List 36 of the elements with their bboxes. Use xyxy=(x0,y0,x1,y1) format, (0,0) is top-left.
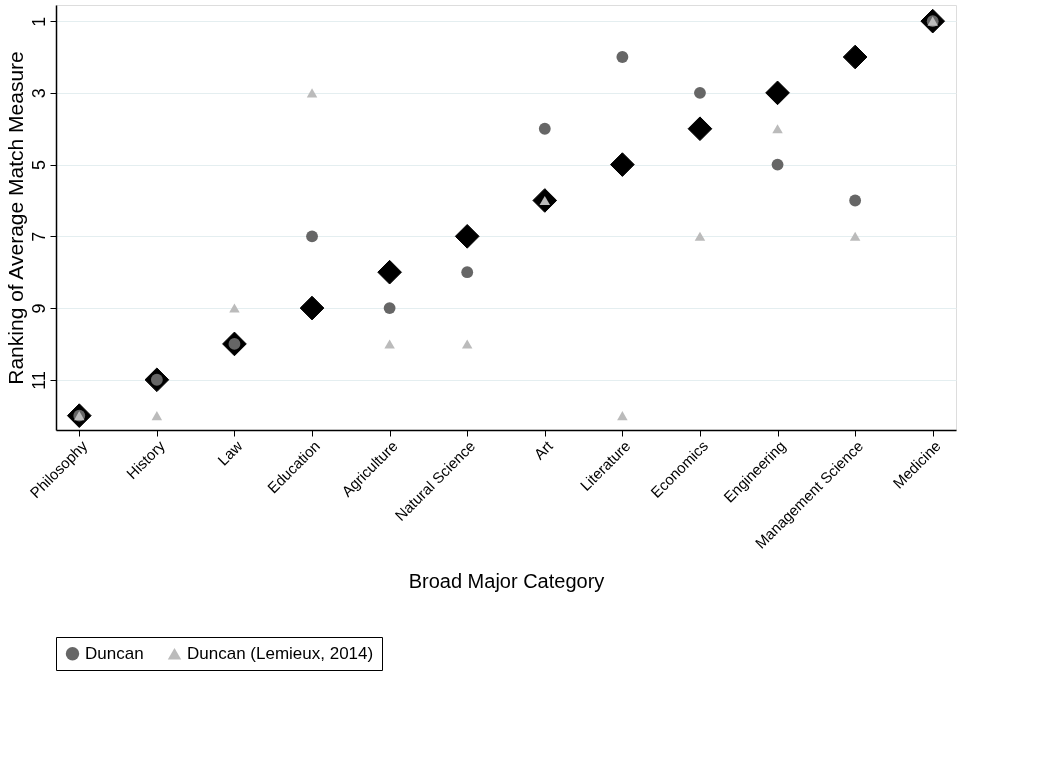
x-tick-label: Law xyxy=(214,436,246,469)
y-tick-label: 5 xyxy=(28,160,49,171)
y-tick-label: 7 xyxy=(28,231,49,242)
legend-label: Duncan (Lemieux, 2014) xyxy=(187,643,374,663)
point xyxy=(306,88,318,98)
point xyxy=(765,80,790,106)
point xyxy=(616,51,629,63)
y-tick-label: 9 xyxy=(28,303,49,314)
point xyxy=(617,411,628,421)
point xyxy=(687,116,713,142)
point xyxy=(229,303,240,313)
point xyxy=(694,231,706,241)
point xyxy=(151,411,163,421)
point xyxy=(461,266,474,279)
point xyxy=(694,86,706,99)
legend-label: Duncan xyxy=(85,643,144,663)
point xyxy=(849,231,861,241)
point xyxy=(538,122,551,135)
y-axis-title: Ranking of Average Match Measure xyxy=(3,51,27,385)
point xyxy=(610,152,635,177)
y-tick-label: 11 xyxy=(28,370,49,390)
point xyxy=(842,44,868,70)
x-tick-label: Art xyxy=(530,436,557,463)
point xyxy=(461,339,473,349)
point xyxy=(377,259,402,285)
point xyxy=(299,295,325,321)
y-tick-label: 1 xyxy=(28,16,49,27)
point xyxy=(384,339,395,349)
x-axis-title: Broad Major Category xyxy=(408,569,605,592)
y-tick-label: 3 xyxy=(28,88,49,99)
point xyxy=(849,194,862,207)
point xyxy=(306,230,318,243)
point xyxy=(383,302,396,314)
point xyxy=(454,224,480,249)
point xyxy=(771,158,784,171)
point xyxy=(772,124,783,134)
